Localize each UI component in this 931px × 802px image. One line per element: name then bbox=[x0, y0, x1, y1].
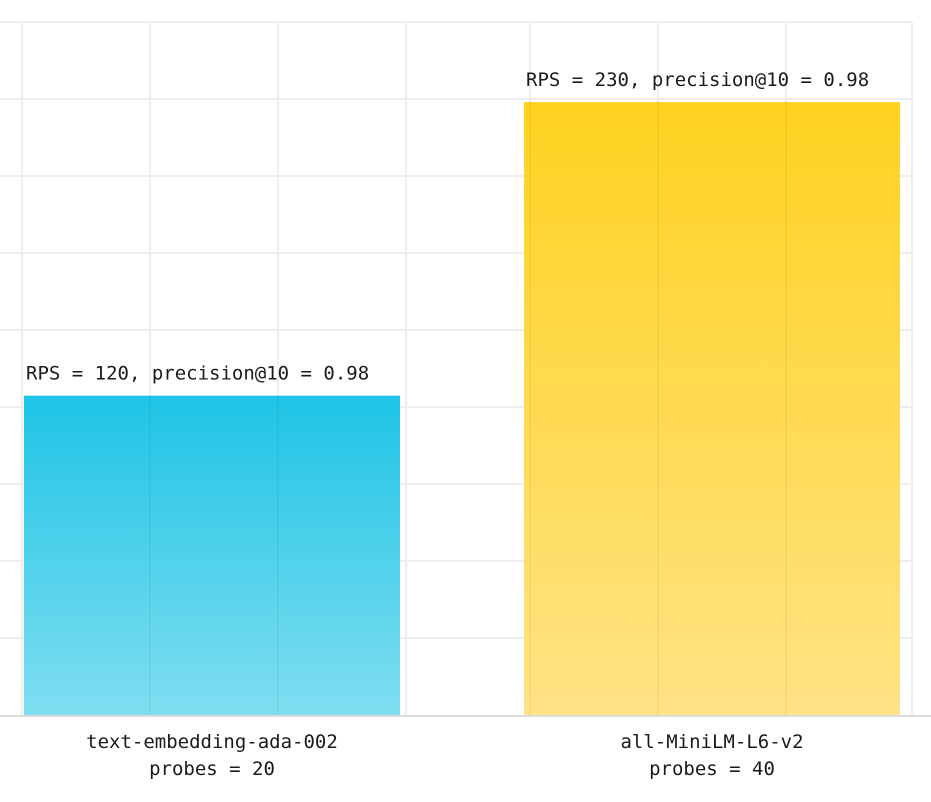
data-labels: RPS = 120, precision@10 = 0.98 RPS = 230,… bbox=[26, 69, 869, 385]
bars bbox=[24, 102, 900, 717]
bar-2 bbox=[524, 102, 900, 717]
x-tick-label-1-line-2: probes = 20 bbox=[149, 758, 275, 780]
x-tick-label-2-line-1: all-MiniLM-L6-v2 bbox=[620, 731, 803, 753]
x-tick-label-2-line-2: probes = 40 bbox=[649, 758, 775, 780]
x-axis: text-embedding-ada-002 probes = 20 all-Min… bbox=[0, 715, 931, 780]
x-tick-label-1-line-1: text-embedding-ada-002 bbox=[86, 731, 338, 753]
data-label-1: RPS = 120, precision@10 = 0.98 bbox=[26, 363, 369, 385]
data-label-2: RPS = 230, precision@10 = 0.98 bbox=[526, 69, 869, 91]
bar-1 bbox=[24, 395, 400, 716]
